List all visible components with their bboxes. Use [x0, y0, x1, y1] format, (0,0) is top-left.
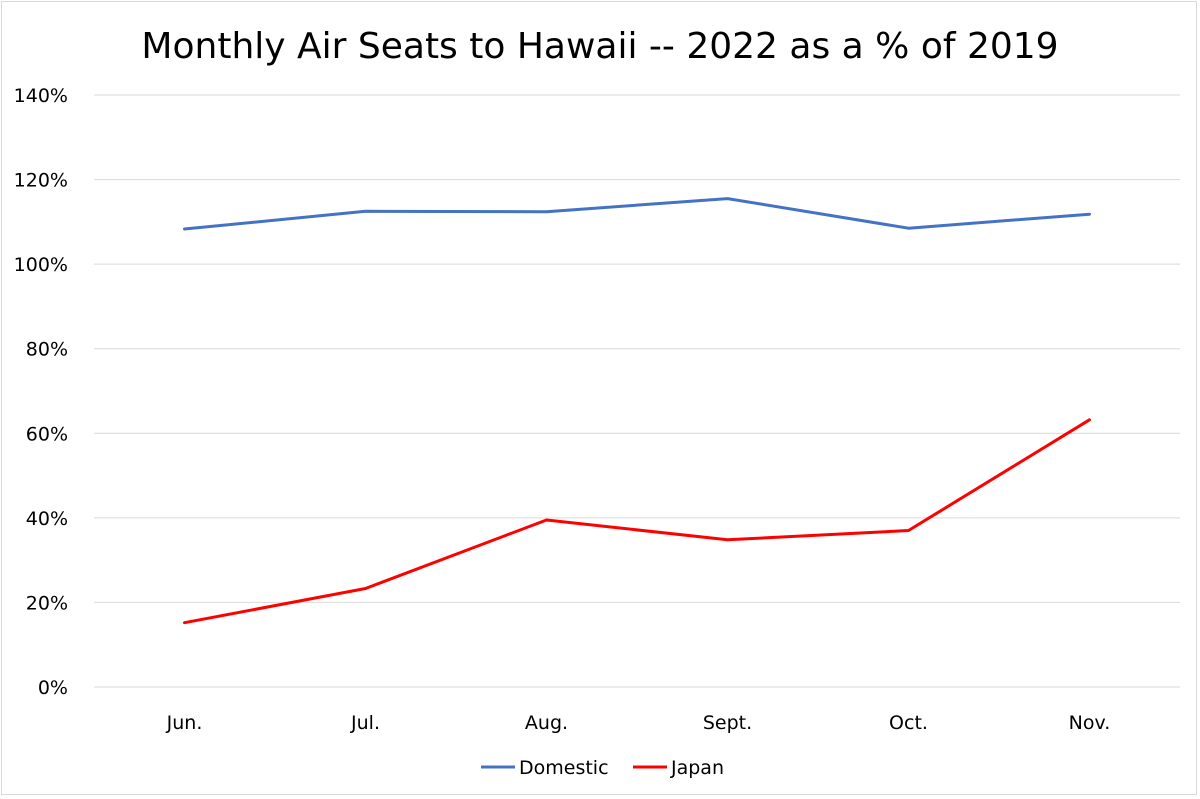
series-line-japan	[183, 418, 1091, 625]
y-tick-label: 140%	[14, 85, 68, 107]
y-tick-label: 40%	[26, 508, 68, 530]
x-tick-label: Jul.	[350, 712, 380, 734]
y-axis-tick-labels: 0% 20% 40% 60% 80% 100% 120% 140%	[14, 85, 68, 699]
chart-title: Monthly Air Seats to Hawaii -- 2022 as a…	[141, 26, 1058, 67]
y-tick-label: 120%	[14, 170, 68, 192]
x-axis-tick-labels: Jun. Jul. Aug. Sept. Oct. Nov.	[166, 712, 1111, 734]
legend: Domestic Japan	[481, 757, 724, 779]
y-tick-label: 0%	[38, 677, 68, 699]
gridlines	[94, 94, 1180, 688]
y-tick-label: 80%	[26, 339, 68, 361]
legend-label-japan: Japan	[670, 757, 724, 779]
legend-label-domestic: Domestic	[519, 757, 609, 779]
x-tick-label: Nov.	[1069, 712, 1111, 734]
x-tick-label: Jun.	[166, 712, 203, 734]
series-line-domestic	[183, 197, 1091, 231]
x-tick-label: Sept.	[703, 712, 752, 734]
y-tick-label: 60%	[26, 423, 68, 445]
series-lines	[183, 197, 1091, 625]
x-tick-label: Aug.	[525, 712, 568, 734]
y-tick-label: 100%	[14, 254, 68, 276]
y-tick-label: 20%	[26, 592, 68, 614]
x-tick-label: Oct.	[889, 712, 928, 734]
